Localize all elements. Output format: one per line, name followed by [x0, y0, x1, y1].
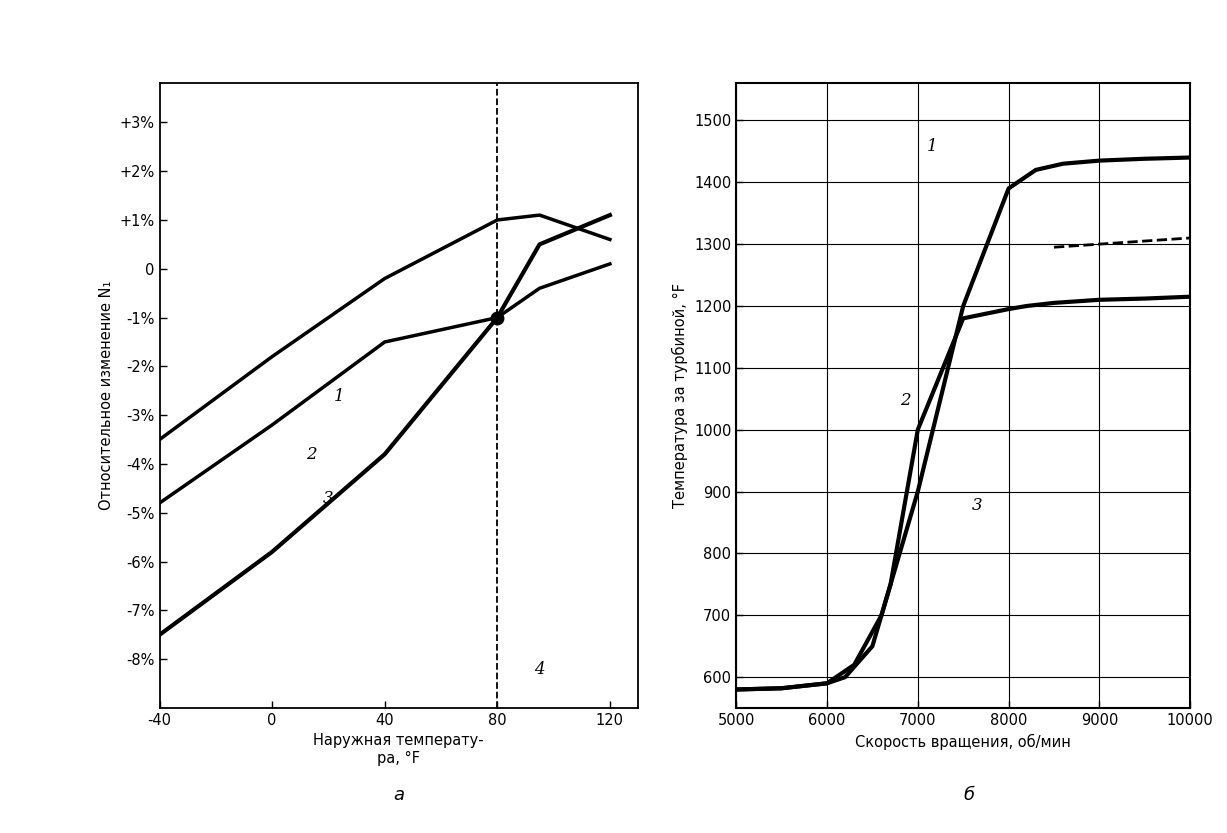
Text: 2: 2 — [899, 392, 910, 409]
Y-axis label: Относительное изменение N₁: Относительное изменение N₁ — [99, 281, 114, 511]
Text: 4: 4 — [534, 661, 545, 678]
Text: б: б — [963, 786, 975, 804]
Text: 1: 1 — [926, 138, 937, 155]
Text: 2: 2 — [306, 446, 317, 463]
Text: 3: 3 — [972, 497, 983, 514]
Text: а: а — [394, 786, 404, 804]
Y-axis label: Температура за турбиной, °F: Температура за турбиной, °F — [672, 283, 688, 508]
X-axis label: Скорость вращения, об/мин: Скорость вращения, об/мин — [855, 734, 1071, 750]
Text: 3: 3 — [323, 490, 334, 507]
X-axis label: Наружная температу-
ра, °F: Наружная температу- ра, °F — [313, 734, 485, 766]
Text: 1: 1 — [334, 387, 345, 405]
